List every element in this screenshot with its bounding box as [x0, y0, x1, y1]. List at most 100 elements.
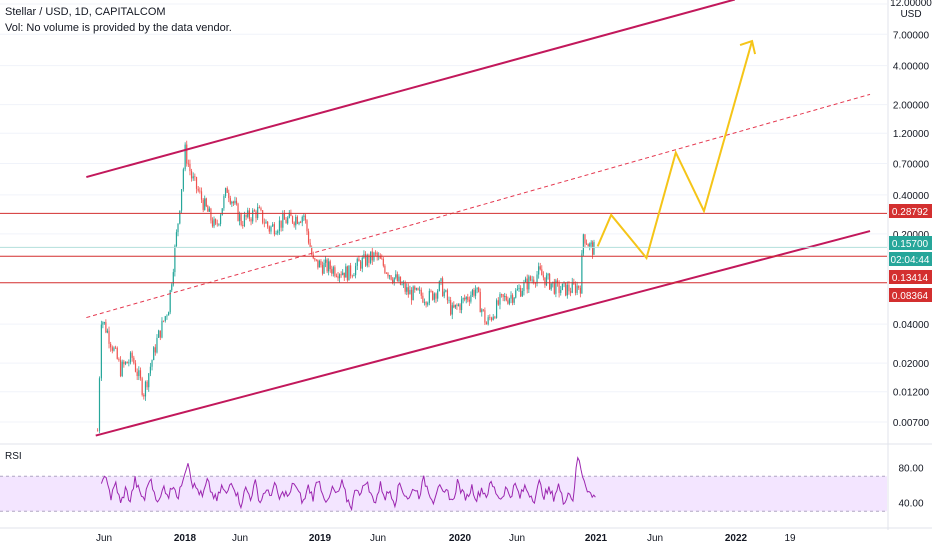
candle-body [507, 300, 509, 304]
candle-body [213, 219, 215, 227]
rsi-line [100, 456, 596, 512]
price-tick-label: 0.20000 [893, 230, 930, 241]
candle-body [356, 258, 358, 266]
candle-body [218, 223, 220, 225]
candle-body [404, 283, 406, 292]
candle-body [417, 288, 419, 291]
candle-body [226, 188, 228, 193]
candle-body [565, 282, 567, 296]
candle-body [348, 265, 350, 281]
candle-body [231, 201, 233, 204]
candle-body [457, 304, 460, 306]
candle-body [361, 257, 363, 269]
candle-body [223, 196, 225, 209]
candle-body [523, 282, 525, 291]
time-tick-label: 2020 [449, 533, 472, 544]
candle-body [182, 169, 184, 190]
candle-body [205, 198, 207, 207]
candle-body [315, 259, 317, 261]
candle-body [576, 285, 578, 293]
candle-body [172, 272, 174, 285]
candle-body [593, 241, 595, 255]
candle-body [166, 315, 168, 317]
candle-body [398, 276, 400, 282]
candle-body [113, 347, 115, 351]
candle-body [345, 266, 347, 278]
candle-body [453, 305, 455, 308]
time-tick-label: Jun [370, 533, 386, 544]
candle-body [295, 216, 297, 226]
candle-body [465, 296, 467, 300]
candle-body [263, 222, 265, 224]
candle-body [497, 300, 499, 305]
candle-body [456, 304, 458, 306]
candle-body [502, 294, 504, 298]
candle-body [504, 296, 506, 298]
candle-body [287, 217, 289, 224]
candle-body [238, 214, 241, 221]
candle-body [338, 274, 341, 279]
candle-body [515, 290, 517, 298]
candle-body [435, 293, 437, 299]
candle-body [335, 275, 338, 277]
candle-body [384, 265, 386, 273]
candle-body [270, 226, 272, 232]
candle-body [375, 252, 377, 254]
time-tick-label: 2018 [174, 533, 197, 544]
candle-body [513, 297, 515, 303]
candle-body [153, 347, 155, 361]
candle-body [445, 290, 447, 292]
candle-body [110, 343, 112, 348]
candle-body [280, 220, 282, 228]
price-tick-label: 7.00000 [893, 30, 930, 41]
candle-body [179, 210, 181, 224]
candle-body [581, 253, 583, 294]
candle-body [343, 272, 345, 278]
candle-body [482, 309, 484, 311]
candle-body [184, 144, 186, 170]
candle-body [210, 208, 212, 221]
price-axis: 12.00000 7.00000 4.00000 2.00000 1.20000 0.70… [887, 0, 932, 530]
candle-body [451, 305, 453, 315]
candle-body [303, 215, 305, 217]
candle-body [470, 294, 472, 302]
candle-body [423, 302, 426, 303]
candle-body [245, 214, 247, 217]
candle-body [487, 317, 489, 325]
candle-body [382, 259, 384, 266]
candle-body [499, 294, 501, 305]
candle-body [388, 275, 391, 277]
candle-body [584, 234, 586, 244]
candle-body [415, 288, 417, 290]
candle-body [307, 231, 310, 243]
candle-body [199, 190, 201, 192]
projection-path [596, 40, 754, 261]
candle-body [467, 296, 469, 300]
candle-body [533, 279, 535, 283]
candle-body [438, 281, 440, 291]
time-tick-label: 2021 [585, 533, 608, 544]
candle-body [366, 255, 368, 266]
candle-body [365, 254, 367, 266]
candle-body [495, 300, 498, 318]
candle-body [427, 302, 429, 305]
candle-body [119, 360, 122, 377]
candle-body [340, 274, 342, 276]
candle-body [216, 223, 218, 225]
projection [596, 39, 757, 261]
candle-body [207, 206, 209, 212]
candle-body [285, 219, 287, 224]
candle-body [585, 243, 588, 245]
candle-body [478, 287, 480, 292]
candle-body [403, 283, 405, 285]
candle-body [283, 214, 286, 220]
candle-body [204, 198, 206, 210]
candle-body [538, 266, 540, 275]
candle-body [395, 274, 397, 278]
candle-body [520, 287, 522, 297]
candle-body [412, 286, 414, 301]
candle-body [164, 316, 166, 321]
candle-body [441, 278, 444, 297]
candle-body [553, 281, 555, 294]
